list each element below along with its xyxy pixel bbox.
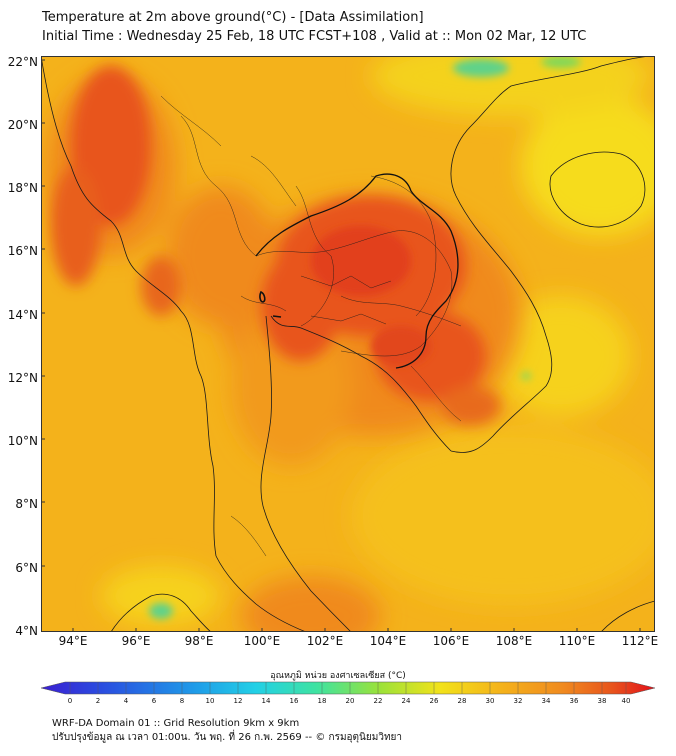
lat-label-18n: 18°N <box>7 181 38 195</box>
contour-bangkok <box>259 290 266 303</box>
colorbar-gradient <box>40 681 656 695</box>
contour-small <box>272 315 282 318</box>
cb-tick: 10 <box>205 697 215 705</box>
lat-label-22n: 22°N <box>7 55 38 69</box>
lat-label-8n: 8°N <box>15 497 38 511</box>
cb-tick: 22 <box>373 697 383 705</box>
admin-borders <box>160 95 462 557</box>
cb-tick: 36 <box>569 697 579 705</box>
cb-tick: 6 <box>151 697 157 705</box>
cb-tick: 24 <box>401 697 411 705</box>
cb-tick: 34 <box>541 697 551 705</box>
cb-tick: 32 <box>513 697 523 705</box>
coastlines <box>41 56 655 632</box>
cb-tick: 12 <box>233 697 243 705</box>
lon-label-104e: 104°E <box>369 634 407 648</box>
lon-label-96e: 96°E <box>121 634 151 648</box>
cb-tick: 4 <box>123 697 129 705</box>
thailand-border <box>255 173 459 369</box>
colorbar <box>40 680 656 699</box>
cb-tick: 40 <box>621 697 631 705</box>
cb-tick: 2 <box>95 697 101 705</box>
axis-ticks <box>41 59 641 632</box>
lat-label-14n: 14°N <box>7 308 38 322</box>
green-patches <box>149 56 581 619</box>
chart-title: Temperature at 2m above ground(°C) - [Da… <box>42 8 586 46</box>
lon-label-94e: 94°E <box>58 634 88 648</box>
cb-tick: 8 <box>179 697 185 705</box>
lon-label-112e: 112°E <box>621 634 659 648</box>
footer-line-1: WRF-DA Domain 01 :: Grid Resolution 9km … <box>52 718 300 729</box>
title-line-1: Temperature at 2m above ground(°C) - [Da… <box>42 10 424 25</box>
footer: WRF-DA Domain 01 :: Grid Resolution 9km … <box>52 717 402 745</box>
map-canvas <box>41 56 655 632</box>
cb-tick: 0 <box>67 697 73 705</box>
cb-tick: 14 <box>261 697 271 705</box>
lon-label-100e: 100°E <box>243 634 281 648</box>
temperature-map[interactable] <box>41 56 655 632</box>
cb-tick: 16 <box>289 697 299 705</box>
map-frame <box>41 56 655 632</box>
lon-label-98e: 98°E <box>184 634 214 648</box>
cb-tick: 20 <box>345 697 355 705</box>
lon-label-102e: 102°E <box>306 634 344 648</box>
cb-tick: 26 <box>429 697 439 705</box>
cb-tick: 30 <box>485 697 495 705</box>
colorbar-title: อุณหภูมิ หน่วย องศาเซลเซียส (°C) <box>270 671 406 681</box>
lat-label-16n: 16°N <box>7 244 38 258</box>
title-line-2: Initial Time : Wednesday 25 Feb, 18 UTC … <box>42 29 587 44</box>
lat-label-6n: 6°N <box>15 561 38 575</box>
lat-label-12n: 12°N <box>7 371 38 385</box>
lat-label-20n: 20°N <box>7 118 38 132</box>
cb-tick: 38 <box>597 697 607 705</box>
lon-label-110e: 110°E <box>558 634 596 648</box>
lon-label-108e: 108°E <box>495 634 533 648</box>
cb-tick: 18 <box>317 697 327 705</box>
cb-tick: 28 <box>457 697 467 705</box>
footer-line-2: ปรับปรุงข้อมูล ณ เวลา 01:00น. วัน พฤ. ที… <box>52 732 403 743</box>
lon-label-106e: 106°E <box>432 634 470 648</box>
lat-label-10n: 10°N <box>7 434 38 448</box>
hot-zones <box>51 66 501 426</box>
lat-label-4n: 4°N <box>15 624 38 638</box>
